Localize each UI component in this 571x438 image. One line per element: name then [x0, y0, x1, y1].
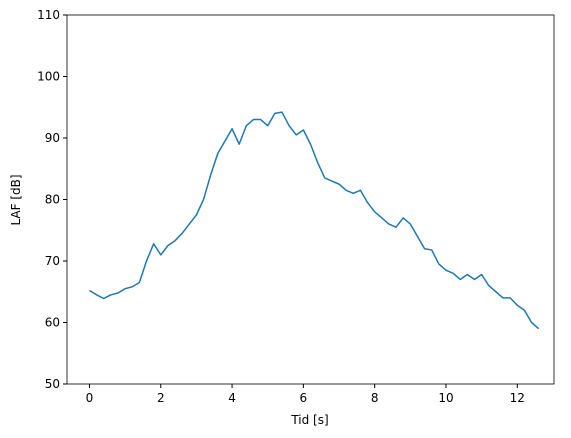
- x-tick-label: 10: [438, 391, 453, 405]
- plot-frame: [66, 14, 555, 385]
- x-tick-label: 0: [86, 391, 94, 405]
- x-tick-label: 4: [228, 391, 236, 405]
- x-axis-label: Tid [s]: [290, 413, 328, 427]
- line-series: [89, 111, 540, 330]
- y-tick-label: 60: [45, 316, 60, 330]
- x-tick-label: 8: [371, 391, 379, 405]
- y-tick-label: 80: [45, 193, 60, 207]
- x-tick-label: 2: [157, 391, 165, 405]
- y-tick-label: 90: [45, 131, 60, 145]
- y-axis-label: LAF [dB]: [9, 174, 23, 225]
- x-tick-label: 12: [510, 391, 525, 405]
- x-tick-label: 6: [300, 391, 308, 405]
- y-tick-label: 70: [45, 254, 60, 268]
- y-tick-label: 50: [45, 377, 60, 391]
- y-tick-label: 110: [37, 8, 60, 22]
- y-tick-label: 100: [37, 70, 60, 84]
